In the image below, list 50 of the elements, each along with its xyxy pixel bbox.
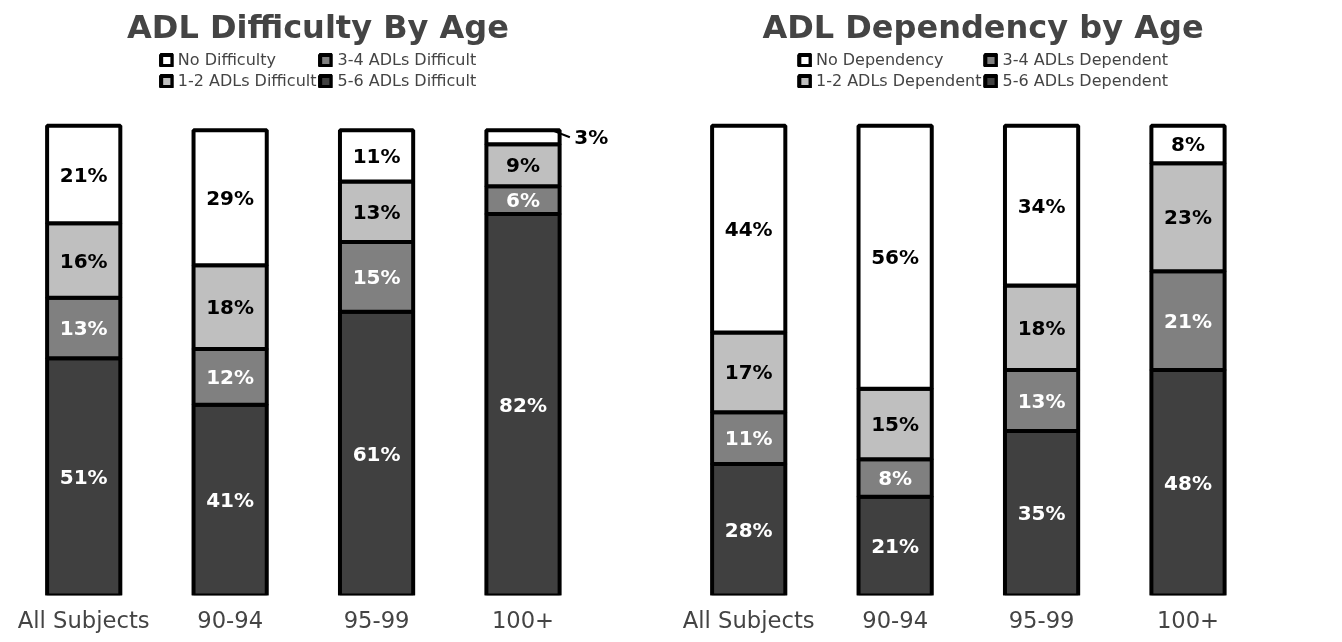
data-label: 21% xyxy=(871,534,920,559)
legend-label: 3-4 ADLs Dependent xyxy=(1002,50,1169,69)
x-tick-label: 90-94 xyxy=(197,606,264,633)
data-label: 21% xyxy=(59,162,108,187)
data-label: 13% xyxy=(352,199,401,224)
x-tick-label: 100+ xyxy=(1156,606,1220,633)
data-label: 56% xyxy=(871,245,920,270)
data-label: 16% xyxy=(59,248,108,273)
data-label: 41% xyxy=(206,488,255,513)
x-tick-label: All Subjects xyxy=(17,606,150,633)
x-tick-label: 95-99 xyxy=(343,606,410,633)
data-label: 11% xyxy=(724,426,773,451)
data-label: 23% xyxy=(1164,205,1212,230)
data-label: 18% xyxy=(206,295,255,320)
data-label: 21% xyxy=(1164,308,1212,333)
legend-label: 3-4 ADLs Difficult xyxy=(337,50,477,69)
data-label: 61% xyxy=(352,441,401,466)
x-tick-label: 100+ xyxy=(491,606,555,633)
data-label: 35% xyxy=(1017,501,1066,526)
data-label: 15% xyxy=(352,264,401,289)
chart-title: ADL Difficulty By Age xyxy=(127,7,509,46)
x-tick-label: 95-99 xyxy=(1008,606,1075,633)
data-label: 82% xyxy=(499,392,547,417)
x-tick-label: 90-94 xyxy=(862,606,929,633)
data-label: 44% xyxy=(724,217,773,242)
data-label: 3% xyxy=(574,125,609,150)
legend-label: 1-2 ADLs Dependent xyxy=(815,71,982,90)
legend-label: 5-6 ADLs Difficult xyxy=(337,71,477,90)
data-label: 13% xyxy=(1017,388,1066,413)
data-label: 18% xyxy=(1017,315,1066,340)
data-label: 9% xyxy=(506,153,540,178)
data-label: 13% xyxy=(59,316,108,341)
data-label: 6% xyxy=(506,188,540,213)
legend-label: No Difficulty xyxy=(177,50,276,69)
data-label: 8% xyxy=(878,466,913,491)
data-label: 29% xyxy=(206,185,255,210)
data-label: 51% xyxy=(59,464,108,489)
legend-label: 5-6 ADLs Dependent xyxy=(1002,71,1169,90)
data-label: 48% xyxy=(1164,470,1212,495)
data-label: 34% xyxy=(1017,193,1066,218)
data-label: 11% xyxy=(352,143,401,168)
data-label: 15% xyxy=(871,412,920,437)
data-label: 8% xyxy=(1171,132,1205,157)
x-tick-label: All Subjects xyxy=(682,606,815,633)
legend-label: No Dependency xyxy=(815,50,944,69)
legend-label: 1-2 ADLs Difficult xyxy=(177,71,317,90)
data-label: 12% xyxy=(206,364,255,389)
chart-title: ADL Dependency by Age xyxy=(762,7,1204,46)
data-label: 28% xyxy=(724,517,773,542)
data-label: 17% xyxy=(724,360,773,385)
